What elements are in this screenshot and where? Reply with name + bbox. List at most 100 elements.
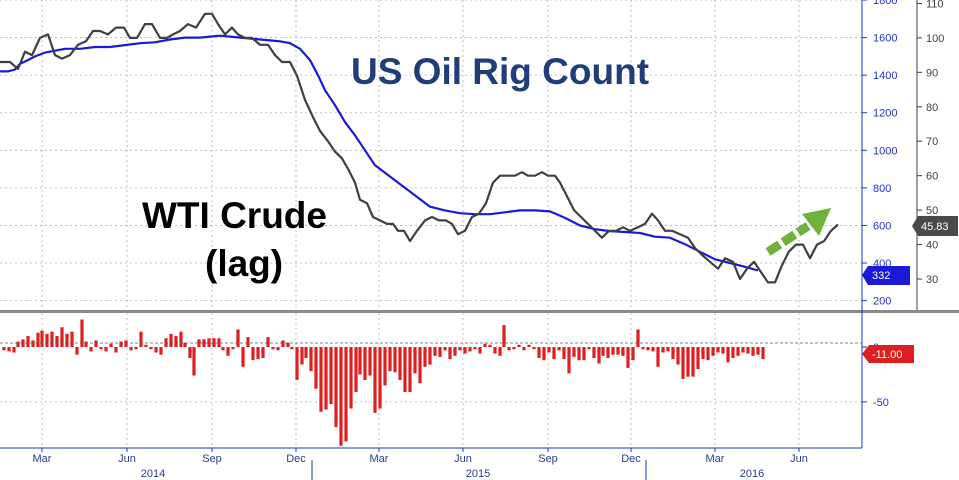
x-month-label: Dec <box>286 453 306 465</box>
wti-tick-label: 90 <box>926 67 938 79</box>
change-bar <box>144 344 148 348</box>
change-bar <box>207 338 211 348</box>
change-bar <box>99 347 103 350</box>
change-bar <box>423 347 427 367</box>
change-bar <box>314 347 318 389</box>
x-month-label: Sep <box>538 453 558 465</box>
change-bar <box>212 338 216 348</box>
x-month-label: Sep <box>202 453 222 465</box>
change-bar <box>217 338 221 348</box>
change-bar <box>448 347 452 360</box>
change-bar <box>188 347 192 358</box>
change-bar <box>433 347 437 356</box>
change-bar <box>295 347 299 380</box>
change-bar <box>473 347 477 350</box>
change-bar <box>621 347 625 356</box>
change-bar <box>711 347 715 356</box>
wti-title-lag: (lag) <box>205 243 283 284</box>
change-bar <box>592 347 596 358</box>
change-bar <box>601 347 605 356</box>
change-bar <box>458 347 462 351</box>
change-bar <box>686 347 690 377</box>
change-bar <box>547 347 551 353</box>
change-bar <box>231 347 235 350</box>
wti-axis-ticks: 30 40 50 60 70 80 90 100 110 <box>917 0 944 286</box>
change-bar <box>671 347 675 360</box>
rig-tick-label: 800 <box>873 183 891 195</box>
change-bar <box>746 347 750 354</box>
change-bar <box>542 347 546 361</box>
rig-tick-label: 1000 <box>873 145 897 157</box>
change-bar <box>557 347 561 351</box>
change-bar <box>438 347 442 357</box>
change-bar <box>26 336 30 348</box>
change-bar <box>666 347 670 352</box>
change-bar <box>388 347 392 372</box>
change-bar <box>114 347 118 353</box>
change-bar <box>517 344 521 348</box>
rig-last-value: 332 <box>872 270 890 282</box>
change-bar <box>453 347 457 356</box>
change-bar <box>463 347 467 354</box>
change-bar <box>251 347 255 361</box>
change-bar <box>532 347 536 350</box>
x-month-label: Dec <box>621 453 641 465</box>
change-bar <box>154 347 158 353</box>
change-bar <box>261 347 265 358</box>
wti-crude-line <box>0 12 839 284</box>
rig-tick-label: 200 <box>873 296 891 308</box>
wti-tick-label: 80 <box>926 102 938 114</box>
rig-tick-label: 600 <box>873 220 891 232</box>
change-bar <box>502 325 506 348</box>
change-bar <box>587 347 591 350</box>
bar-tick-label: -50 <box>873 397 889 409</box>
rig-tick-label: 1800 <box>873 0 897 7</box>
change-bar <box>50 331 54 348</box>
change-bar <box>641 347 645 350</box>
wti-tick-label: 100 <box>926 33 944 45</box>
x-month-label: Mar <box>706 453 725 465</box>
green-up-arrow-icon <box>765 208 831 256</box>
change-bar <box>527 344 531 348</box>
change-bar <box>597 347 601 364</box>
change-bar <box>701 347 705 360</box>
change-bar <box>183 342 187 348</box>
change-bar <box>60 327 64 348</box>
top-panel-gridlines <box>0 0 862 310</box>
change-bar <box>281 340 285 348</box>
change-bar <box>716 347 720 353</box>
wti-tick-label: 110 <box>926 0 944 10</box>
rig-count-change-bars <box>2 319 765 446</box>
change-bar <box>611 347 615 355</box>
change-bar <box>319 347 323 412</box>
change-bar <box>241 347 245 367</box>
change-bar <box>202 339 206 348</box>
change-bar <box>651 347 655 352</box>
change-bar <box>169 333 173 348</box>
change-bar <box>256 347 260 360</box>
change-bar <box>2 347 6 351</box>
bottom-panel-gridlines <box>0 313 862 448</box>
wti-tick-label: 60 <box>926 171 938 183</box>
change-bar <box>493 347 497 354</box>
change-bar <box>104 347 108 352</box>
change-bar <box>226 347 230 356</box>
change-bar <box>751 347 755 356</box>
change-bar <box>681 347 685 379</box>
change-bar <box>398 347 402 380</box>
change-bar <box>12 347 16 353</box>
change-bar <box>84 341 88 348</box>
change-bar <box>75 347 79 355</box>
x-month-label: Mar <box>370 453 389 465</box>
change-bar <box>373 347 377 413</box>
change-bar <box>89 347 93 352</box>
x-month-label: Jun <box>790 453 808 465</box>
change-bar <box>403 347 407 393</box>
change-bar <box>286 342 290 348</box>
panel-separator <box>0 310 959 313</box>
change-bar <box>572 347 576 357</box>
change-bar <box>324 347 328 410</box>
change-bar <box>159 347 163 355</box>
x-year-label: 2016 <box>740 468 764 480</box>
